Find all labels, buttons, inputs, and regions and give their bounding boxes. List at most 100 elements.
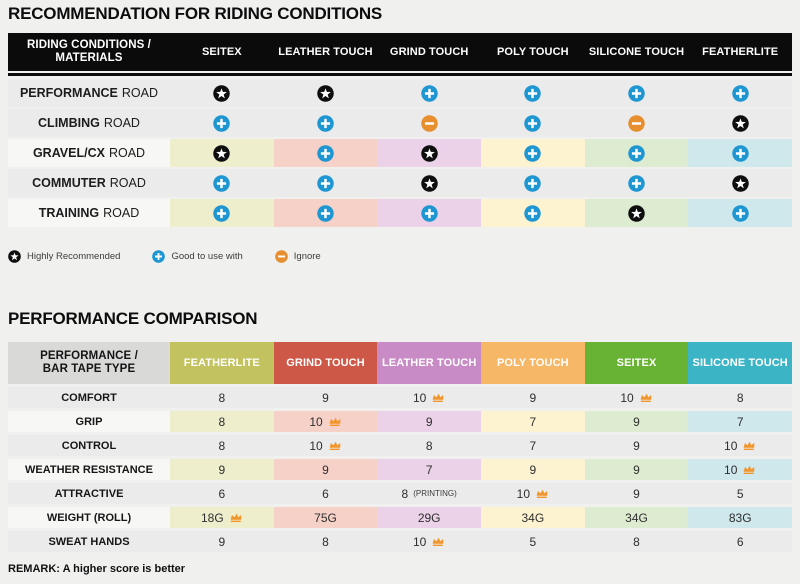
condition-type: ROAD: [108, 146, 146, 160]
score-value: 10: [309, 414, 323, 429]
score-value: 9: [322, 462, 329, 477]
score-cell: 10: [688, 459, 793, 480]
recommendation-cell-star: [688, 109, 792, 137]
plus-icon: [524, 84, 542, 102]
score-cell: 10: [688, 435, 792, 456]
score-cell: 75G: [273, 507, 378, 528]
condition-type: ROAD: [103, 116, 140, 130]
plus-icon: [524, 174, 542, 192]
score-cell: 8: [170, 435, 274, 456]
plus-icon: [731, 84, 749, 102]
score-value: 10: [620, 390, 634, 405]
header-divider: [8, 73, 792, 76]
performance-table-header-row: PERFORMANCE / BAR TAPE TYPE FEATHERLITE G…: [8, 342, 793, 384]
score-cell: 9: [585, 483, 689, 504]
recommendation-cell-plus: [585, 79, 689, 107]
performance-section-title: PERFORMANCE COMPARISON: [8, 309, 258, 328]
column-header-silicone-touch: SILICONE TOUCH: [588, 46, 685, 58]
performance-row-grip: GRIP 8 10 9 7 9 7: [8, 411, 793, 432]
recommendation-cell-star: [377, 169, 481, 197]
performance-row-weather-resistance: WEATHER RESISTANCE 9 9 7 9 9 10: [8, 459, 793, 480]
recommendation-cell-minus: [377, 109, 481, 137]
score-value: 9: [529, 390, 537, 405]
score-cell: 8: [274, 531, 378, 552]
riding-table-header-row: RIDING CONDITIONS / MATERIALS SEITEX LEAT…: [8, 33, 792, 71]
condition-type: ROAD: [121, 86, 159, 100]
legend-item-good-to-use-with: Good to use with: [152, 250, 243, 263]
column-header-silicone-touch: SILICONE TOUCH: [688, 342, 793, 384]
crown-icon: [742, 440, 756, 451]
recommendation-cell-plus: [688, 79, 792, 107]
score-value: 8: [633, 534, 640, 549]
performance-row-weight-roll: WEIGHT (ROLL) 18G 75G 29G 34G 34G 83G: [8, 507, 793, 528]
row-label: PERFORMANCE ROAD: [8, 79, 170, 107]
score-value: 10: [724, 438, 738, 453]
crown-icon: [229, 512, 243, 523]
performance-row-attractive: ATTRACTIVE 6 6 8 (PRINTING) 10 9 5: [8, 483, 792, 504]
condition-name: COMMUTER: [32, 176, 106, 190]
plus-icon: [420, 204, 438, 222]
score-cell: 9: [585, 435, 689, 456]
score-value: 8: [736, 390, 744, 405]
star-icon: [731, 114, 749, 132]
crown-icon: [328, 416, 342, 427]
score-value: 5: [736, 486, 744, 501]
score-cell: 9: [481, 459, 585, 480]
score-value: 34G: [625, 510, 648, 525]
score-value: 10: [413, 390, 427, 405]
row-label: GRAVEL/CX ROAD: [8, 139, 170, 167]
performance-header-columns: FEATHERLITE GRIND TOUCH LEATHER TOUCH POLY …: [170, 342, 793, 384]
score-value: 7: [529, 438, 537, 453]
recommendation-cell-plus: [273, 139, 378, 167]
performance-row-comfort: COMFORT 8 9 10 9 10 8: [8, 387, 792, 408]
score-value: 8: [218, 414, 226, 429]
minus-icon: [274, 250, 288, 263]
riding-header-label-line2: MATERIALS: [55, 52, 123, 64]
score-value: 6: [736, 534, 744, 549]
column-header-grind-touch: GRIND TOUCH: [389, 46, 469, 58]
plus-icon: [213, 114, 231, 132]
recommendation-cell-plus: [170, 169, 274, 197]
score-cell: 6: [170, 483, 274, 504]
recommendation-cell-star: [688, 169, 792, 197]
score-cell: 7: [688, 411, 793, 432]
star-icon: [213, 84, 231, 102]
riding-header-label: RIDING CONDITIONS / MATERIALS: [8, 33, 170, 71]
score-cell: 18G: [170, 507, 274, 528]
star-icon: [420, 144, 438, 162]
score-value: 8: [401, 486, 409, 501]
plus-icon: [152, 250, 166, 263]
metric-label: ATTRACTIVE: [54, 487, 124, 500]
legend-label: Ignore: [293, 251, 321, 262]
performance-header-label-line1: PERFORMANCE /: [40, 350, 138, 362]
recommendation-cell-plus: [274, 169, 378, 197]
score-cell: 10: [274, 435, 378, 456]
score-value: 10: [516, 486, 531, 501]
column-header-featherlite: FEATHERLITE: [170, 342, 274, 384]
recommendation-cell-plus: [481, 109, 585, 137]
performance-rows: COMFORT 8 9 10 9 10 8 GRIP 8 10 9 7 9 7 CONTROL 8 10 8 7 9 1…: [8, 387, 793, 552]
column-header-grind-touch: GRIND TOUCH: [273, 342, 378, 384]
star-icon: [420, 174, 438, 192]
crown-icon: [535, 488, 549, 499]
column-header-seitex: SEITEX: [584, 342, 689, 384]
condition-name: GRAVEL/CX: [32, 146, 105, 160]
score-value: 8: [218, 390, 226, 405]
crown-icon: [328, 440, 342, 451]
performance-row-control: CONTROL 8 10 8 7 9 10: [8, 435, 792, 456]
riding-header-columns: SEITEX LEATHER TOUCH GRIND TOUCH POLY TOUCH…: [170, 33, 792, 71]
score-cell: 34G: [584, 507, 689, 528]
score-value: 9: [633, 486, 640, 501]
recommendation-cell-plus: [377, 79, 481, 107]
recommendation-cell-plus: [688, 199, 793, 227]
score-cell: 7: [377, 459, 482, 480]
score-cell: 6: [688, 531, 792, 552]
score-value: 8: [322, 534, 329, 549]
recommendation-cell-plus: [377, 199, 482, 227]
plus-icon: [317, 174, 334, 192]
recommendation-cell-plus: [481, 169, 585, 197]
riding-row-gravel-cx: GRAVEL/CX ROAD: [8, 139, 793, 167]
score-cell: 9: [584, 459, 689, 480]
score-cell: 10: [273, 411, 378, 432]
score-cell: 9: [170, 459, 274, 480]
